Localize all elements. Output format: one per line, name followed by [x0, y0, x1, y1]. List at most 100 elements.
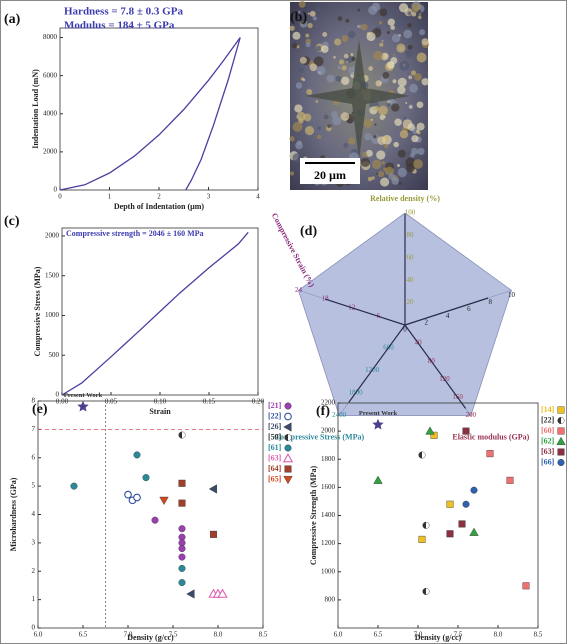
radar-tick-label: 20: [407, 298, 415, 306]
legend-label: [22]: [541, 415, 555, 424]
speckle: [414, 73, 422, 81]
x-tick-label: 8.5: [259, 631, 268, 639]
x-tick-label: 0.20: [252, 398, 265, 406]
x-tick-label: 7.5: [169, 631, 178, 639]
speckle: [394, 118, 402, 126]
speckle: [386, 30, 390, 34]
marker: [217, 588, 228, 598]
marker: [462, 427, 470, 435]
speckle: [367, 176, 373, 182]
x-axis-label: Density (g/cc): [127, 633, 174, 642]
marker: [506, 476, 514, 484]
speckle: [413, 159, 423, 169]
legend-label: [60]: [541, 426, 555, 435]
speckle: [307, 19, 310, 22]
legend-label: [66]: [541, 457, 555, 466]
speckle: [364, 133, 372, 141]
x-axis-label: Density (g/cc): [415, 633, 462, 642]
present-work-label: Present Work: [359, 410, 398, 417]
plot-frame: [59, 27, 259, 191]
speckle: [320, 45, 329, 54]
y-axis-label: Compressive Strength (MPa): [309, 466, 318, 566]
marker: [151, 516, 159, 524]
marker: [284, 465, 292, 473]
speckle: [397, 164, 400, 167]
speckle: [296, 140, 302, 146]
present-work-label: Present Work: [64, 392, 103, 399]
legend-label: [62]: [541, 436, 555, 445]
y-tick-label: 6: [32, 453, 36, 461]
speckle: [380, 177, 390, 187]
y-tick-label: 4000: [43, 109, 58, 117]
speckle: [360, 23, 368, 31]
y-tick-label: 6000: [43, 71, 58, 79]
marker: [557, 427, 565, 435]
marker: [556, 436, 566, 445]
x-tick-label: 2: [157, 193, 161, 201]
curve: [61, 231, 249, 396]
annotation: Compressive strength = 2046 ± 160 MPa: [66, 229, 204, 238]
speckle: [405, 50, 413, 58]
speckle: [296, 111, 306, 121]
y-tick-label: 1600: [321, 483, 336, 491]
y-tick-label: 1200: [321, 539, 336, 547]
x-tick-label: 6.0: [334, 631, 343, 639]
y-tick-label: 800: [325, 595, 336, 603]
speckle: [378, 105, 388, 116]
speckle: [409, 105, 413, 109]
marker: [557, 406, 565, 414]
speckle: [392, 79, 397, 84]
y-tick-label: 7: [32, 425, 36, 433]
x-tick-label: 6.5: [374, 631, 383, 639]
x-tick-label: 3: [207, 193, 211, 201]
speckle: [397, 149, 406, 158]
speckle: [379, 42, 384, 47]
speckle: [381, 161, 385, 165]
speckle: [289, 136, 295, 142]
y-tick-label: 2000: [43, 147, 58, 155]
x-axis-label: Depth of Indentation (µm): [114, 202, 205, 211]
x-tick-label: 7.0: [124, 631, 133, 639]
speckle: [368, 5, 378, 15]
speckle: [407, 44, 413, 50]
speckle: [376, 150, 386, 160]
speckle: [391, 33, 401, 43]
marker: [557, 459, 565, 466]
speckle: [348, 30, 356, 39]
speckle: [343, 142, 349, 148]
panel-label: (a): [4, 12, 21, 27]
speckle: [409, 83, 418, 93]
y-tick-label: 500: [49, 351, 60, 359]
radar-axis-name: Compressive Strain (%): [270, 212, 317, 289]
marker: [470, 486, 478, 494]
speckle: [406, 151, 410, 156]
x-tick-label: 8.0: [214, 631, 223, 639]
x-tick-label: 0.15: [203, 398, 216, 406]
y-tick-label: 2200: [321, 399, 336, 407]
speckle: [297, 10, 301, 14]
marker: [284, 402, 292, 410]
speckle: [403, 29, 413, 39]
speckle: [341, 35, 349, 42]
annotation: Hardness = 7.8 ± 0.3 GPa: [64, 6, 183, 18]
x-tick-label: 0.10: [154, 398, 167, 406]
speckle: [309, 63, 318, 72]
speckle: [305, 33, 310, 38]
speckle: [410, 152, 415, 158]
speckle: [403, 116, 407, 120]
radar-value: [404, 297, 489, 326]
y-tick-label: 1800: [321, 455, 336, 463]
panel-label: (d): [300, 224, 317, 239]
radar-tick-label: 200: [466, 411, 477, 419]
marker: [178, 579, 186, 587]
speckle: [366, 32, 376, 42]
speckle: [382, 71, 390, 79]
speckle: [374, 123, 377, 126]
curve: [185, 37, 241, 191]
marker-half: [422, 522, 426, 529]
legend-label: [22]: [268, 411, 282, 420]
speckle: [315, 45, 322, 52]
radar-tick-label: 2: [425, 319, 429, 327]
speckle: [418, 13, 422, 16]
speckle: [416, 129, 420, 133]
